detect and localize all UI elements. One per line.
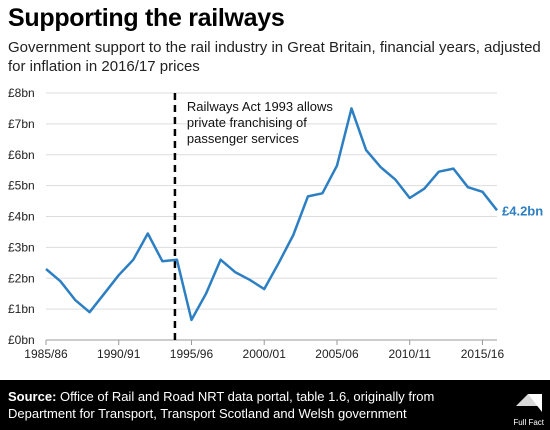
- x-tick-label: 2000/01: [243, 347, 287, 361]
- source-text: Office of Rail and Road NRT data portal,…: [8, 389, 435, 421]
- y-tick-label: £0bn: [8, 333, 35, 347]
- y-tick-label: £1bn: [8, 302, 35, 316]
- source-label: Source:: [8, 389, 57, 404]
- annotation-text: passenger services: [187, 131, 299, 146]
- series-line: [45, 107, 498, 322]
- chart-subtitle: Government support to the rail industry …: [8, 39, 541, 75]
- source-note: Source: Office of Rail and Road NRT data…: [8, 388, 478, 422]
- y-tick-label: £3bn: [8, 240, 35, 254]
- x-tick-label: 1985/86: [24, 347, 68, 361]
- y-tick-label: £4bn: [8, 210, 35, 224]
- x-tick-label: 2010/11: [388, 347, 431, 361]
- x-tick-label: 2015/16: [461, 347, 505, 361]
- y-tick-label: £7bn: [8, 117, 35, 131]
- source-footer: Source: Office of Rail and Road NRT data…: [0, 380, 550, 430]
- y-tick-label: £2bn: [8, 271, 35, 285]
- annotation-text: Railways Act 1993 allows: [187, 99, 333, 114]
- full-fact-logo: Full Fact: [513, 394, 545, 427]
- line-chart: £0bn £1bn £2bn £3bn £4bn £5bn £6bn £7bn £8bn 1985…: [8, 86, 543, 361]
- x-tick-label: 2005/06: [315, 347, 359, 361]
- end-value-label: £4.2bn: [502, 203, 543, 218]
- chart-title: Supporting the railways: [8, 4, 285, 32]
- x-tick-label: 1990/91: [97, 347, 141, 361]
- y-tick-label: £5bn: [8, 179, 35, 193]
- y-tick-label: £8bn: [8, 86, 35, 100]
- logo-text: Full Fact: [513, 418, 544, 427]
- y-tick-label: £6bn: [8, 148, 35, 162]
- x-tick-label: 1995/96: [170, 347, 214, 361]
- annotation-text: private franchising of: [187, 115, 307, 130]
